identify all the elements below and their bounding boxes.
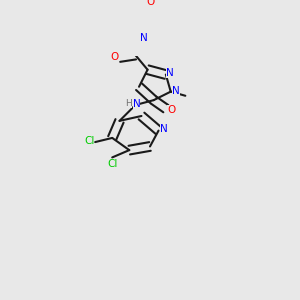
Text: N: N bbox=[133, 99, 140, 109]
Text: O: O bbox=[110, 52, 118, 62]
Text: O: O bbox=[167, 105, 175, 115]
Text: Cl: Cl bbox=[84, 136, 94, 146]
Text: N: N bbox=[166, 68, 173, 78]
Text: Cl: Cl bbox=[107, 158, 117, 169]
Text: H: H bbox=[125, 99, 132, 108]
Text: N: N bbox=[140, 34, 147, 44]
Text: N: N bbox=[172, 86, 180, 96]
Text: O: O bbox=[147, 0, 155, 7]
Text: N: N bbox=[160, 124, 168, 134]
